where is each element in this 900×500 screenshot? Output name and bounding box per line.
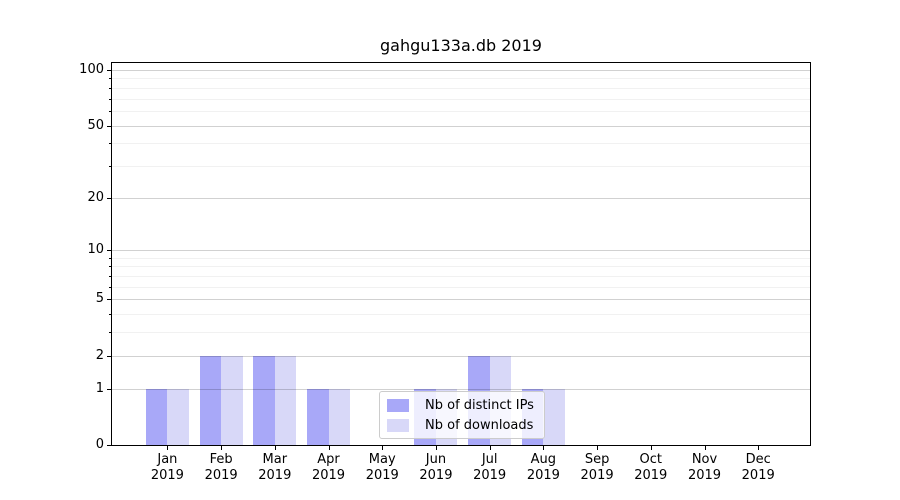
bar-downloads-apr [328,388,351,445]
x-tick-label: Nov 2019 [687,452,722,483]
downloads-swatch-icon [387,418,409,432]
minor-gridline [112,257,810,259]
y-axis-minor-tick [109,257,111,259]
bar-distinct-ips-apr [307,388,329,445]
y-axis-tick [107,250,111,252]
x-tick-label: Jul 2019 [473,452,507,483]
x-tick-label: May 2019 [365,452,399,483]
bar-downloads-feb [221,355,243,445]
y-axis-tick [107,388,111,390]
legend: Nb of distinct IPs Nb of downloads [379,391,545,439]
y-axis-minor-tick [109,314,111,316]
x-axis-tick [489,446,491,450]
minor-gridline [112,286,810,288]
major-gridline [112,70,810,71]
minor-gridline [112,110,810,112]
minor-gridline [112,276,810,278]
bar-distinct-ips-jan [145,388,168,445]
x-tick-label: Mar 2019 [258,452,292,483]
x-axis-tick [543,446,545,450]
minor-gridline [112,78,810,80]
x-tick-label: Dec 2019 [741,452,775,483]
minor-gridline [112,98,810,100]
legend-item-downloads: Nb of downloads [387,415,537,435]
legend-label-distinct-ips: Nb of distinct IPs [425,397,534,413]
y-tick-label: 1 [95,380,104,396]
minor-gridline [112,332,810,334]
y-axis-minor-tick [109,143,111,145]
y-axis-tick [107,355,111,357]
x-tick-label: Aug 2019 [526,452,560,483]
x-axis-tick [328,446,330,450]
y-axis-minor-tick [109,98,111,100]
x-tick-label: Sep 2019 [580,452,614,483]
minor-gridline [112,165,810,167]
major-gridline [112,299,810,301]
y-axis-minor-tick [109,110,111,112]
left-spine [111,62,112,446]
major-gridline [112,250,810,252]
minor-gridline [112,314,810,316]
y-axis-minor-tick [109,78,111,80]
x-axis-tick [650,446,652,450]
major-gridline [112,197,810,199]
x-tick-label: Oct 2019 [634,452,668,483]
y-tick-label: 0 [95,437,104,452]
y-tick-label: 10 [87,242,104,258]
y-tick-label: 100 [79,62,104,77]
y-tick-label: 5 [95,291,104,307]
y-axis-tick [107,197,111,199]
x-axis-tick [704,446,706,450]
y-axis-tick [107,125,111,127]
bar-downloads-aug [543,388,565,445]
bottom-spine [111,445,811,446]
y-axis-minor-tick [109,276,111,278]
chart-title: gahgu133a.db 2019 [380,36,542,55]
minor-gridline [112,143,810,145]
x-tick-label: Jan 2019 [150,452,184,483]
major-gridline [112,388,810,390]
legend-label-downloads: Nb of downloads [425,417,534,433]
x-axis-tick [167,446,169,450]
y-axis-tick [107,299,111,301]
y-axis-tick [107,70,111,71]
top-spine [111,62,811,63]
legend-item-distinct-ips: Nb of distinct IPs [387,395,537,415]
x-axis-tick [758,446,760,450]
x-tick-label: Jun 2019 [419,452,453,483]
x-axis-tick [382,446,384,450]
x-axis-tick [597,446,599,450]
bar-downloads-mar [274,355,297,445]
right-spine [810,62,811,446]
y-axis-tick [107,445,111,446]
x-tick-label: Feb 2019 [204,452,238,483]
major-gridline [112,355,810,357]
x-axis-tick [274,446,276,450]
y-tick-label: 20 [87,189,104,205]
plot-area [112,62,810,445]
minor-gridline [112,266,810,268]
distinct-ips-swatch-icon [387,398,409,412]
bar-downloads-jan [167,388,189,445]
y-axis-minor-tick [109,165,111,167]
minor-gridline [112,87,810,89]
y-tick-label: 2 [95,347,104,363]
major-gridline [112,125,810,127]
bar-distinct-ips-mar [253,355,275,445]
bar-distinct-ips-feb [199,355,222,445]
y-axis-minor-tick [109,332,111,334]
y-axis-minor-tick [109,266,111,268]
y-tick-label: 50 [87,117,104,133]
y-axis-minor-tick [109,87,111,89]
y-axis-minor-tick [109,286,111,288]
x-axis-tick [221,446,223,450]
x-axis-tick [435,446,437,450]
x-tick-label: Apr 2019 [311,452,346,483]
